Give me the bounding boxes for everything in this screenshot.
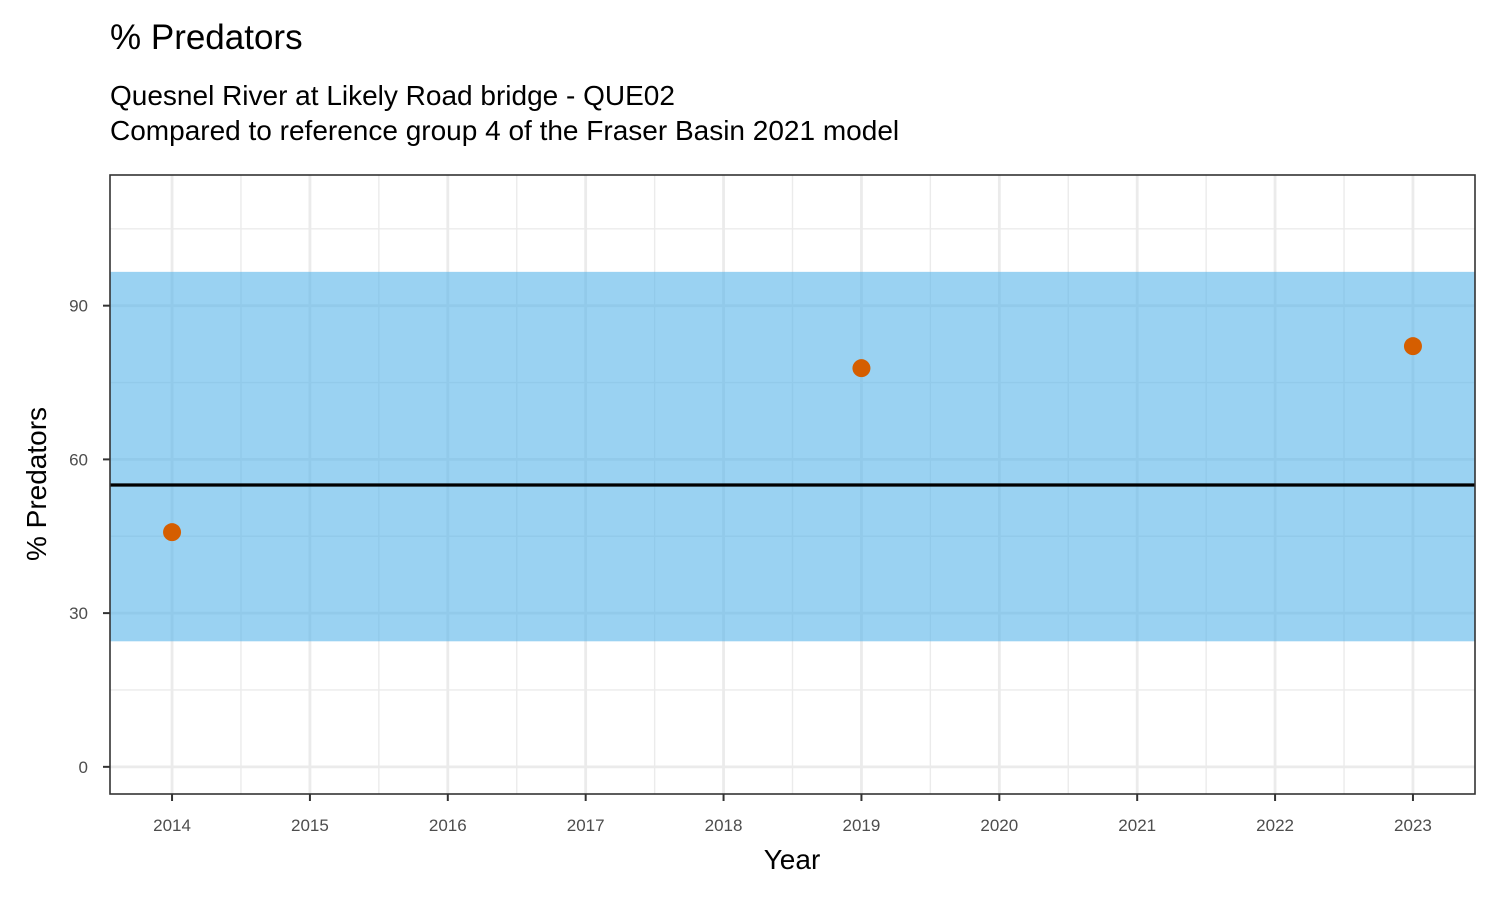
x-tick-label: 2022 xyxy=(1256,816,1294,835)
data-point xyxy=(1403,337,1422,356)
chart-title: % Predators xyxy=(110,18,303,57)
reference-band xyxy=(110,271,1475,642)
x-tick-label: 2021 xyxy=(1118,816,1156,835)
x-tick-label: 2017 xyxy=(567,816,605,835)
data-points-layer xyxy=(163,337,1422,542)
chart-subtitle-line-2: Compared to reference group 4 of the Fra… xyxy=(110,115,900,146)
data-point xyxy=(852,359,871,378)
y-tick-label: 60 xyxy=(69,450,88,469)
x-tick-label: 2020 xyxy=(980,816,1018,835)
y-tick-label: 30 xyxy=(69,604,88,623)
x-tick-label: 2019 xyxy=(843,816,881,835)
reference-band-layer xyxy=(110,271,1475,642)
y-axis: 0 30 60 90 xyxy=(69,297,110,777)
x-axis: 2014 2015 2016 2017 2018 2019 2020 2021 2022 2023 xyxy=(153,794,1432,835)
x-tick-label: 2023 xyxy=(1394,816,1432,835)
x-tick-label: 2015 xyxy=(291,816,329,835)
x-tick-label: 2018 xyxy=(705,816,743,835)
x-tick-label: 2014 xyxy=(153,816,191,835)
plot-panel-border xyxy=(109,174,1476,795)
x-axis-title: Year xyxy=(764,844,821,875)
y-tick-label: 0 xyxy=(79,758,88,777)
x-tick-label: 2016 xyxy=(429,816,467,835)
y-axis-title: % Predators xyxy=(21,407,52,561)
y-tick-label: 90 xyxy=(69,297,88,316)
data-point xyxy=(163,523,182,542)
chart-subtitle-line-1: Quesnel River at Likely Road bridge - QU… xyxy=(110,80,675,111)
